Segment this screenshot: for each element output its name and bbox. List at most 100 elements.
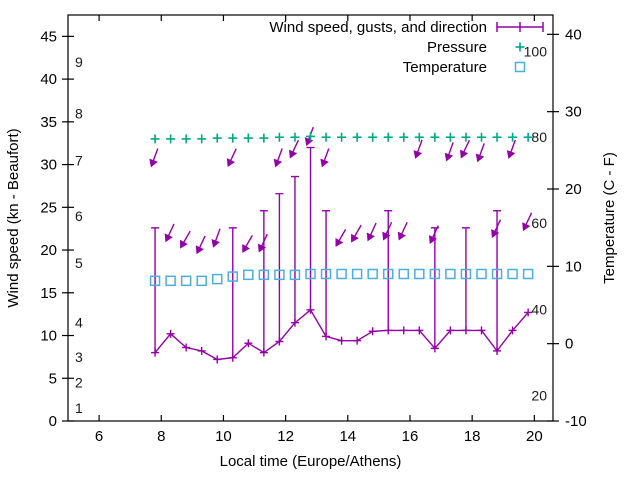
- arrow-head: [382, 231, 391, 241]
- temperature-marker: [398, 268, 410, 280]
- wind-direction-arrow: [149, 148, 159, 168]
- y2-tick-label: 30: [565, 104, 582, 121]
- arrow-shaft: [152, 148, 159, 161]
- arrow-shaft: [292, 139, 299, 153]
- arrow-shaft: [354, 224, 362, 237]
- y-tick-label: 40: [40, 71, 57, 88]
- arrow-shaft: [261, 233, 268, 247]
- fahrenheit-label: 100: [524, 43, 548, 59]
- x-tick-label: 16: [402, 428, 419, 445]
- wind-direction-arrow: [226, 148, 237, 168]
- wind-speed-line: [151, 305, 533, 364]
- arrow-head: [460, 149, 469, 159]
- wind-direction-arrow: [273, 148, 283, 168]
- pressure-marker: [383, 132, 393, 142]
- beaufort-label: 9: [75, 54, 83, 70]
- wind-direction-arrow: [460, 139, 470, 159]
- y-tick-label: 0: [49, 413, 57, 430]
- temperature-marker: [445, 268, 456, 280]
- temperature-marker: [289, 269, 301, 281]
- arrow-shaft: [277, 148, 283, 161]
- wind-direction-arrow: [444, 142, 454, 162]
- pressure-marker: [166, 134, 176, 144]
- arrow-head: [242, 243, 250, 253]
- fahrenheit-label: 20: [531, 387, 547, 403]
- temperature-marker: [227, 271, 239, 282]
- beaufort-label: 2: [75, 375, 83, 391]
- pressure-marker: [492, 132, 502, 142]
- x-tick-label: 8: [157, 428, 165, 445]
- arrow-shaft: [401, 221, 408, 235]
- arrow-shaft: [463, 139, 470, 153]
- arrow-shaft: [230, 148, 237, 161]
- x-tick-label: 14: [339, 428, 356, 445]
- y-tick-label: 45: [40, 28, 57, 45]
- temperature-marker: [507, 268, 518, 280]
- y-tick-label: 15: [40, 285, 57, 302]
- beaufort-label: 5: [75, 255, 83, 271]
- wind-direction-arrow: [289, 139, 299, 159]
- pressure-marker: [476, 132, 486, 142]
- pressure-marker: [181, 134, 191, 144]
- arrow-head: [335, 237, 344, 247]
- temperature-marker: [382, 268, 394, 280]
- fahrenheit-label: 80: [531, 129, 547, 145]
- arrow-shaft: [323, 148, 330, 161]
- beaufort-label: 8: [75, 105, 83, 121]
- wind-direction-arrow: [335, 229, 347, 247]
- fahrenheit-label: 60: [531, 215, 547, 231]
- wind-direction-arrow: [413, 139, 423, 159]
- wind-direction-arrows: [149, 126, 533, 255]
- wind-direction-arrow: [320, 148, 330, 168]
- legend-label-3: Temperature: [403, 59, 487, 76]
- wind-direction-arrow: [522, 212, 533, 232]
- wind-direction-arrow: [366, 222, 377, 242]
- arrow-head: [506, 150, 516, 159]
- temperature-marker: [305, 268, 316, 280]
- x-tick-label: 12: [277, 428, 294, 445]
- y2-tick-label: 10: [565, 258, 582, 275]
- plot-frame: [67, 14, 554, 422]
- wind-direction-arrow: [242, 235, 253, 253]
- pressure-marker: [461, 132, 471, 142]
- pressure-marker: [197, 134, 207, 144]
- x-axis-ticks: 6 8 10 12 14 16 18 20: [95, 15, 543, 445]
- arrow-head: [226, 158, 235, 168]
- temperature-marker: [258, 269, 270, 281]
- arrow-head: [320, 158, 329, 168]
- x-tick-label: 10: [215, 428, 232, 445]
- wind-direction-arrow: [164, 223, 175, 243]
- wind-direction-arrow: [382, 221, 393, 241]
- arrow-shaft: [167, 223, 175, 237]
- temperature-marker: [180, 275, 192, 287]
- temperature-marker: [476, 268, 487, 280]
- pressure-marker: [337, 132, 347, 142]
- y2-tick-label: 20: [565, 181, 582, 198]
- pressure-marker: [290, 132, 300, 142]
- pressure-marker: [414, 132, 424, 142]
- fahrenheit-inner-labels: 20 40 60 80 100: [524, 43, 548, 403]
- temperature-marker: [414, 268, 425, 280]
- pressure-marker: [508, 132, 518, 142]
- pressure-marker: [259, 133, 269, 143]
- arrow-head: [428, 235, 438, 244]
- legend-key-temperature: [514, 61, 526, 73]
- y-tick-label: 10: [40, 328, 57, 345]
- pressure-marker: [445, 132, 455, 142]
- wind-direction-arrow: [475, 143, 485, 163]
- y2-axis-title: Temperature (C - F): [601, 152, 618, 284]
- beaufort-label: 1: [75, 400, 83, 416]
- y-tick-label: 20: [40, 242, 57, 259]
- arrow-head: [273, 158, 283, 168]
- arrow-head: [397, 231, 406, 241]
- fahrenheit-label: 40: [531, 302, 547, 318]
- y-axis-ticks: 0 5 10 15 20 25 30 35 40 45: [40, 28, 74, 430]
- wind-direction-arrow: [211, 228, 221, 248]
- pressure-marker: [228, 133, 238, 143]
- pressure-marker: [306, 131, 315, 141]
- x-axis-title: Local time (Europe/Athens): [220, 453, 402, 470]
- y-tick-label: 35: [40, 114, 57, 131]
- wind-direction-arrow: [257, 233, 268, 253]
- pressure-marker: [243, 133, 253, 143]
